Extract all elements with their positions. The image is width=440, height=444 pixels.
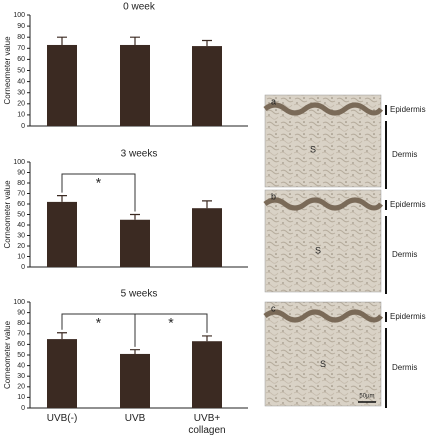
significance-label: *: [96, 175, 102, 191]
y-tick-label: 40: [17, 78, 25, 85]
epidermis-band: [263, 197, 383, 211]
error-bar: [130, 213, 140, 220]
y-tick-label: 10: [17, 394, 25, 401]
y-tick-label: 80: [17, 34, 25, 41]
bar: [192, 341, 222, 408]
micrograph: [264, 301, 382, 407]
layer-label: Dermis: [392, 250, 417, 259]
y-tick-label: 80: [17, 180, 25, 187]
chart-title: 0 week: [123, 2, 156, 13]
y-axis-label: Corneometer value: [3, 180, 12, 249]
y-axis-label: Corneometer value: [3, 36, 12, 105]
bar: [47, 339, 77, 408]
y-tick-label: 0: [21, 405, 25, 412]
y-tick-label: 70: [17, 331, 25, 338]
panel-label: c: [271, 303, 276, 313]
epidermis-band: [263, 102, 383, 116]
y-tick-label: 100: [13, 159, 25, 166]
structure-marker: S: [315, 246, 321, 256]
y-tick-label: 60: [17, 56, 25, 63]
y-tick-label: 60: [17, 341, 25, 348]
y-tick-label: 20: [17, 101, 25, 108]
y-tick-label: 30: [17, 90, 25, 97]
y-tick-label: 60: [17, 201, 25, 208]
error-bar: [130, 349, 140, 354]
chart-title: 3 weeks: [121, 149, 158, 160]
bar: [192, 208, 222, 267]
bar: [47, 201, 77, 267]
structure-marker: S: [320, 359, 326, 369]
bar: [47, 44, 77, 126]
y-tick-label: 30: [17, 373, 25, 380]
x-tick-label: UVB+ collagen: [188, 413, 226, 436]
y-tick-label: 90: [17, 169, 25, 176]
error-bar: [57, 332, 67, 340]
x-tick-label: UVB: [124, 413, 146, 424]
y-tick-label: 40: [17, 222, 25, 229]
y-tick-label: 90: [17, 309, 25, 316]
panel-label: b: [271, 191, 276, 201]
micrograph: [264, 189, 382, 293]
error-bar: [202, 335, 212, 342]
scale-bar-label: 50µm: [359, 394, 374, 400]
y-tick-label: 10: [17, 112, 25, 119]
layer-label: Epidermis: [390, 105, 426, 114]
y-tick-label: 40: [17, 362, 25, 369]
x-tick-label: UVB(-): [46, 413, 78, 424]
y-tick-label: 100: [13, 299, 25, 306]
error-bar: [130, 36, 140, 45]
significance-label: *: [96, 315, 102, 331]
bar: [120, 219, 150, 267]
y-tick-label: 20: [17, 384, 25, 391]
y-tick-label: 50: [17, 211, 25, 218]
significance-bracket: [134, 313, 208, 347]
bar: [192, 46, 222, 126]
significance-label: *: [168, 315, 174, 331]
bar: [120, 353, 150, 408]
y-tick-label: 70: [17, 190, 25, 197]
y-axis-label: Corneometer value: [3, 320, 12, 389]
significance-bracket: [61, 173, 136, 212]
epidermis-band: [263, 309, 383, 323]
y-tick-label: 70: [17, 45, 25, 52]
bar: [120, 44, 150, 126]
structure-marker: S: [310, 145, 316, 155]
layer-label: Dermis: [392, 150, 417, 159]
y-tick-label: 100: [13, 12, 25, 19]
error-bar: [202, 39, 212, 47]
y-tick-label: 30: [17, 232, 25, 239]
error-bar: [57, 195, 67, 202]
layer-label: Epidermis: [390, 312, 426, 321]
panel-label: a: [271, 96, 276, 106]
layer-label: Dermis: [392, 363, 417, 372]
y-tick-label: 50: [17, 352, 25, 359]
error-bar: [202, 200, 212, 209]
y-tick-label: 20: [17, 243, 25, 250]
y-tick-label: 90: [17, 23, 25, 30]
chart-title: 5 weeks: [121, 289, 158, 300]
y-tick-label: 0: [21, 264, 25, 271]
y-tick-label: 50: [17, 67, 25, 74]
y-tick-label: 80: [17, 320, 25, 327]
layer-label: Epidermis: [390, 200, 426, 209]
y-tick-label: 0: [21, 123, 25, 130]
error-bar: [57, 36, 67, 45]
y-tick-label: 10: [17, 253, 25, 260]
